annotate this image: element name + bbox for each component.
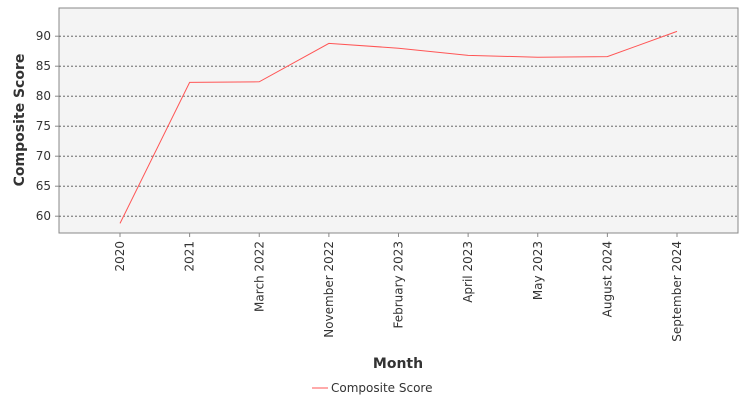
y-tick-label: 70 [36, 149, 51, 163]
y-tick-label: 85 [36, 59, 51, 73]
line-series [119, 30, 678, 224]
x-tick-label: March 2022 [252, 241, 266, 312]
y-axis-label: Composite Score [12, 54, 28, 187]
x-tick-label: September 2024 [670, 241, 684, 342]
x-tick-label: May 2023 [531, 241, 545, 300]
y-tick-label: 80 [36, 89, 51, 103]
y-tick-label: 65 [36, 179, 51, 193]
x-tick-label: 2020 [113, 241, 127, 272]
x-axis-label: Month [373, 356, 423, 372]
legend-label: Composite Score [331, 381, 432, 395]
y-tick-label: 90 [36, 29, 51, 43]
plot-area [58, 7, 739, 234]
x-tick-label: February 2023 [392, 241, 406, 329]
x-tick-label: April 2023 [461, 241, 475, 303]
y-tick-label: 60 [36, 209, 51, 223]
x-tick-label: November 2022 [322, 241, 336, 338]
x-tick-label: 2021 [183, 241, 197, 272]
y-tick-label: 75 [36, 119, 51, 133]
x-tick-label: August 2024 [600, 241, 614, 317]
